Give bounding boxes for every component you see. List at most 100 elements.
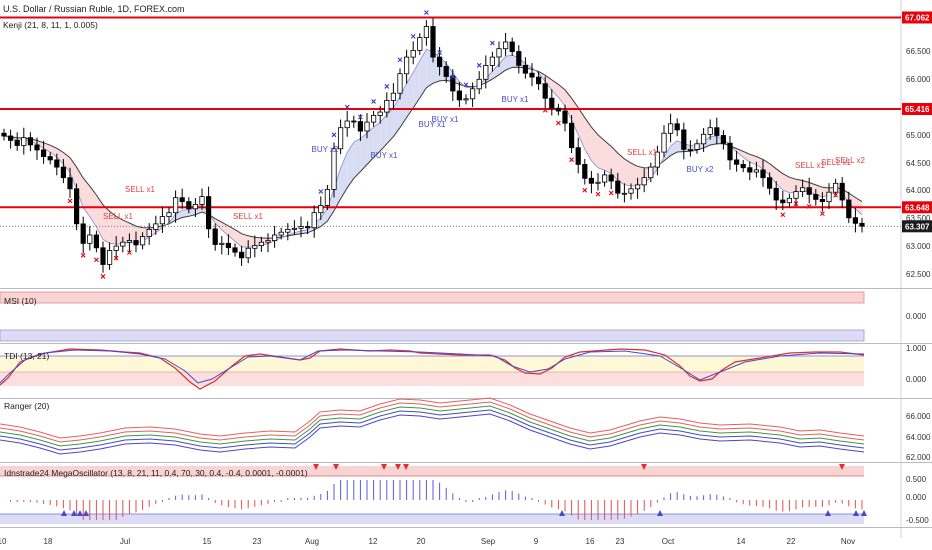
candle <box>628 188 634 194</box>
candle <box>199 196 205 205</box>
cloud-segment <box>505 54 513 71</box>
candle <box>205 196 212 230</box>
candle <box>225 242 231 249</box>
candle <box>734 159 740 165</box>
candle <box>674 123 680 131</box>
cloud-segment <box>598 134 605 171</box>
candle <box>767 177 773 189</box>
candle <box>489 56 496 66</box>
oscillator-triangle <box>333 464 339 470</box>
candle <box>179 197 185 202</box>
candle <box>403 56 410 75</box>
cloud-segment <box>631 163 638 187</box>
oscillator-triangle <box>313 464 319 470</box>
candle <box>126 240 132 243</box>
candle <box>285 228 291 233</box>
cloud-segment <box>749 154 757 165</box>
candle <box>271 234 278 241</box>
candle <box>1 132 7 137</box>
candle <box>41 149 47 157</box>
cloud-segment <box>228 225 235 242</box>
cloud-segment <box>50 145 57 158</box>
candle <box>786 197 793 204</box>
candle <box>509 41 515 52</box>
candle <box>800 187 806 192</box>
candle <box>740 163 746 169</box>
oscillator-triangle <box>403 464 409 470</box>
candle <box>443 66 449 77</box>
candle <box>344 120 350 129</box>
signal-marker <box>424 10 429 15</box>
candle <box>615 180 621 194</box>
buy-signal-label: BUY x1 <box>371 151 399 160</box>
signal-marker <box>542 107 548 113</box>
sell-signal-label: SELL x2 <box>835 156 865 165</box>
candle <box>542 83 548 99</box>
candle <box>60 166 67 179</box>
buy-signal-label: BUY x1 <box>502 95 530 104</box>
msi-pane: MSI (10) 0.000 <box>0 291 927 342</box>
candle <box>212 228 218 245</box>
price-tick: 66.000 <box>906 75 931 84</box>
cloud-segment <box>76 167 84 208</box>
cloud-segment <box>386 107 394 144</box>
cloud-segment <box>848 193 856 210</box>
candle <box>27 137 34 146</box>
price-tick: 63.500 <box>906 214 931 223</box>
candle <box>654 151 661 168</box>
signal-marker <box>371 99 376 104</box>
cloud-segment <box>664 146 671 161</box>
candle <box>14 140 20 146</box>
signal-marker <box>780 212 786 218</box>
candle <box>661 132 667 153</box>
candle <box>648 166 654 179</box>
candle <box>839 182 845 201</box>
candle <box>813 193 819 200</box>
candle <box>219 242 225 245</box>
candle <box>602 174 608 183</box>
cloud-segment <box>565 89 572 120</box>
oscillator-triangle <box>559 510 565 516</box>
oscillator-triangle <box>825 510 831 516</box>
ranger-pane: Ranger (20) 66.000 64.000 62.000 <box>0 397 931 462</box>
candle <box>707 127 713 135</box>
cloud-segment <box>426 49 433 88</box>
oscillator-triangle <box>657 510 663 516</box>
candle <box>93 234 99 249</box>
sell-signal-label: SELL x1 <box>795 161 825 170</box>
price-badge-label: 63.648 <box>905 203 930 212</box>
candle <box>258 241 265 246</box>
sell-signal-label: SELL x1 <box>125 185 155 194</box>
candle <box>397 73 403 94</box>
candle <box>278 231 284 236</box>
sell-signal-label: SELL x1 <box>103 212 133 221</box>
candle <box>846 199 852 219</box>
candle <box>476 78 482 90</box>
cloud-segment <box>122 220 130 244</box>
msi-title: MSI (10) <box>4 296 37 306</box>
cloud-segment <box>83 178 90 217</box>
candle <box>390 92 397 101</box>
oscillator-triangle <box>395 464 401 470</box>
msi-tick: 0.000 <box>906 312 927 321</box>
ranger-tick: 66.000 <box>906 412 931 421</box>
buy-signal-label: BUY x1 <box>419 120 447 129</box>
tdi-tick: 0.000 <box>906 375 927 384</box>
cloud-segment <box>419 49 427 98</box>
candle <box>304 226 311 229</box>
ranger-tick: 64.000 <box>906 433 931 442</box>
time-tick: 15 <box>203 537 212 546</box>
candle <box>694 143 700 150</box>
time-tick: 18 <box>44 537 53 546</box>
candle <box>186 201 192 210</box>
symbol-title: U.S. Dollar / Russian Ruble, 1D, FOREX.c… <box>3 4 185 14</box>
candle <box>192 203 198 210</box>
sell-signal-label: SELL x1 <box>821 158 851 167</box>
signal-marker <box>397 57 403 63</box>
signal-marker <box>437 50 442 55</box>
candle <box>569 122 575 149</box>
cloud-segment <box>769 163 777 184</box>
candle <box>47 156 53 161</box>
oscillator-triangle <box>83 510 89 516</box>
